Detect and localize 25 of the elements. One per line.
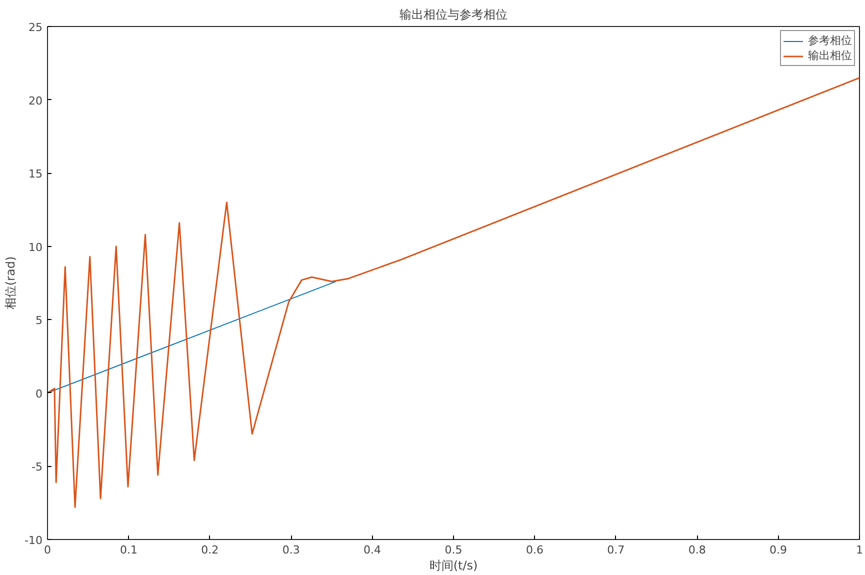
x-axis-title: 时间(t/s) — [429, 558, 478, 572]
x-tick-label: 0 — [44, 544, 51, 556]
y-tick-label: 25 — [28, 21, 43, 34]
y-axis-title: 相位(rad) — [4, 256, 18, 310]
chart-title: 输出相位与参考相位 — [400, 8, 508, 22]
x-tick-label: 0.6 — [526, 544, 544, 556]
x-tick-label: 0.8 — [688, 544, 706, 556]
x-tick-label: 0.2 — [201, 544, 219, 556]
y-tick-label: -5 — [32, 460, 42, 474]
x-tick-label: 0.4 — [364, 544, 382, 556]
y-tick-label: 0 — [36, 387, 42, 400]
legend-label: 输出相位 — [808, 48, 852, 63]
x-tick-label: 0.5 — [444, 544, 462, 556]
y-tick-label: -10 — [24, 534, 42, 547]
line-series — [48, 77, 860, 508]
x-tick-label: 0.7 — [607, 544, 625, 556]
x-tick-label: 0.1 — [120, 544, 138, 556]
x-tick-label: 1 — [856, 544, 863, 556]
y-tick-label: 20 — [28, 94, 43, 108]
x-tick-label: 0.3 — [282, 544, 300, 556]
y-tick-label: 5 — [36, 314, 42, 328]
x-tick-label: 0.9 — [770, 544, 788, 556]
y-tick-label: 10 — [28, 240, 43, 254]
legend-label: 参考相位 — [808, 33, 852, 48]
y-tick-label: 15 — [28, 168, 43, 181]
